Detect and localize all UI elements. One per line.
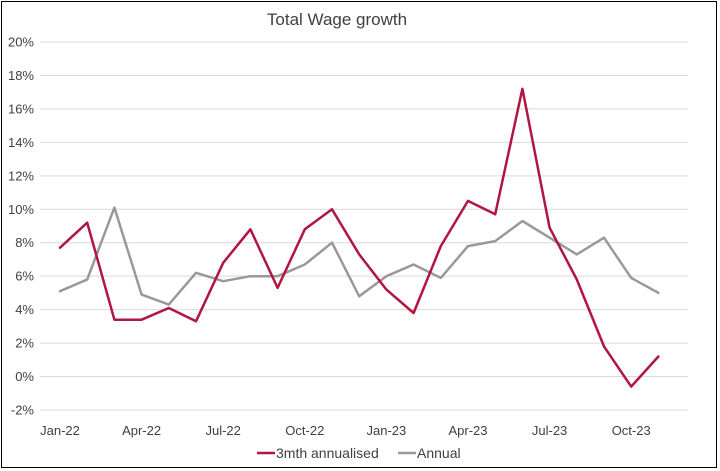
y-tick-label: 4%: [15, 302, 34, 317]
legend-label-annual: Annual: [417, 445, 461, 461]
x-tick-label: Jan-23: [367, 423, 407, 438]
y-tick-label: 0%: [15, 369, 34, 384]
y-tick-label: -2%: [11, 403, 35, 418]
y-tick-label: 10%: [8, 202, 34, 217]
x-tick-label: Apr-22: [122, 423, 161, 438]
x-tick-label: Oct-22: [285, 423, 324, 438]
y-tick-label: 2%: [15, 336, 34, 351]
series-line-3mth-annualised: [58, 87, 660, 388]
x-tick-label: Apr-23: [448, 423, 487, 438]
y-tick-label: 6%: [15, 269, 34, 284]
y-tick-label: 12%: [8, 168, 34, 183]
y-tick-label: 18%: [8, 68, 34, 83]
x-tick-label: Jan-22: [40, 423, 80, 438]
legend-label-3mth-annualised: 3mth annualised: [276, 445, 379, 461]
y-tick-label: 20%: [8, 35, 34, 50]
y-tick-label: 16%: [8, 101, 34, 116]
x-tick-label: Jul-23: [532, 423, 567, 438]
x-tick-label: Oct-23: [612, 423, 651, 438]
y-tick-label: 8%: [15, 235, 34, 250]
y-tick-label: 14%: [8, 135, 34, 150]
x-tick-label: Jul-22: [205, 423, 240, 438]
chart-title: Total Wage growth: [267, 10, 407, 29]
